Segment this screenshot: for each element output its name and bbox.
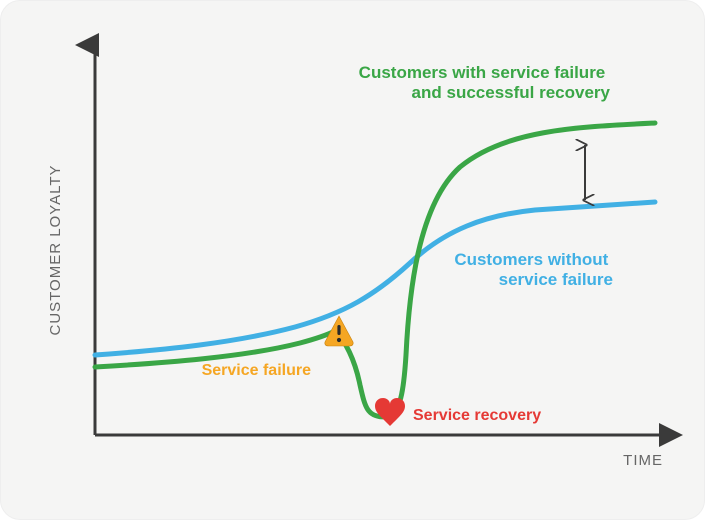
chart-svg: CUSTOMER LOYALTY TIME Service failure Se… bbox=[15, 15, 690, 499]
x-axis-label: TIME bbox=[623, 452, 663, 469]
heart-icon bbox=[375, 398, 405, 426]
series-recovery-label-l2: and successful recovery bbox=[412, 83, 611, 102]
y-axis-label: CUSTOMER LOYALTY bbox=[47, 164, 64, 335]
series-recovery-label: Customers with service failure and succe… bbox=[359, 63, 611, 102]
series-recovery-label-l1: Customers with service failure bbox=[359, 63, 606, 82]
series-no-failure-label-l1: Customers without bbox=[454, 250, 608, 269]
chart-panel: CUSTOMER LOYALTY TIME Service failure Se… bbox=[0, 0, 705, 520]
heart-label: Service recovery bbox=[413, 407, 541, 424]
warning-label: Service failure bbox=[202, 362, 312, 379]
chart-area: CUSTOMER LOYALTY TIME Service failure Se… bbox=[15, 15, 690, 499]
series-no-failure-label: Customers without service failure bbox=[454, 250, 613, 289]
series-no-failure-label-l2: service failure bbox=[499, 270, 613, 289]
